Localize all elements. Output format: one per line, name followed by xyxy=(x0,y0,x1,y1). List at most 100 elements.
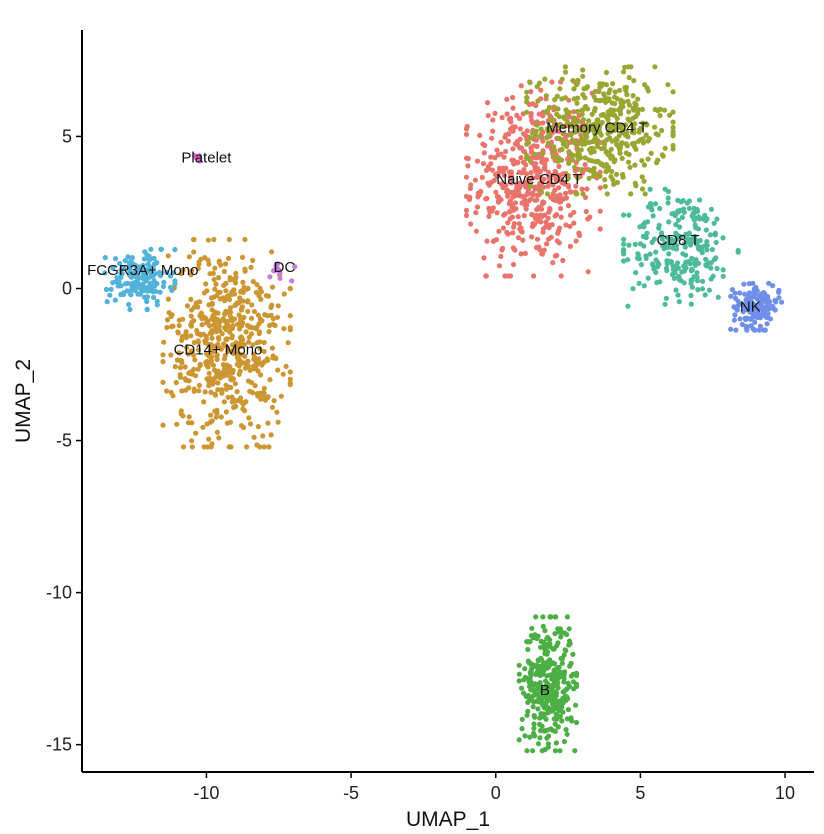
data-point xyxy=(554,716,560,722)
data-point xyxy=(597,124,603,130)
data-point xyxy=(760,290,767,296)
data-point xyxy=(231,287,237,293)
data-point xyxy=(212,326,218,332)
data-point xyxy=(113,256,119,262)
data-point xyxy=(243,329,249,335)
data-point xyxy=(766,280,772,286)
data-point xyxy=(554,111,560,117)
data-point xyxy=(513,206,519,212)
y-tick-label: -10 xyxy=(46,583,72,603)
data-point xyxy=(215,380,221,386)
data-point xyxy=(570,651,576,657)
data-point xyxy=(675,292,681,298)
data-point xyxy=(160,379,166,385)
data-point xyxy=(269,284,276,290)
data-point xyxy=(530,192,536,198)
data-point xyxy=(146,253,152,260)
data-point xyxy=(555,106,561,112)
data-point xyxy=(533,128,539,134)
data-point xyxy=(611,122,617,129)
data-point xyxy=(580,73,586,79)
data-point xyxy=(268,432,274,438)
data-point xyxy=(189,420,195,426)
data-point xyxy=(172,278,178,284)
data-point xyxy=(144,298,150,305)
data-point xyxy=(186,414,192,420)
data-point xyxy=(564,731,570,737)
data-point xyxy=(544,697,550,704)
x-tick-label: 5 xyxy=(635,783,645,803)
data-point xyxy=(253,366,259,372)
data-point xyxy=(644,230,650,236)
data-point xyxy=(764,321,770,327)
data-point xyxy=(270,316,276,322)
cluster-points xyxy=(192,153,203,164)
data-point xyxy=(712,230,719,236)
data-point xyxy=(693,257,699,263)
data-point xyxy=(527,734,533,740)
data-point xyxy=(249,302,255,308)
data-point xyxy=(218,262,224,268)
data-point xyxy=(522,193,528,199)
data-point xyxy=(530,682,536,688)
data-point xyxy=(572,129,578,135)
data-point xyxy=(673,222,679,228)
data-point xyxy=(230,398,237,404)
data-point xyxy=(574,108,580,115)
data-point xyxy=(463,212,470,219)
data-point xyxy=(265,394,271,400)
data-point xyxy=(530,143,537,149)
data-point xyxy=(676,235,682,241)
data-point xyxy=(656,225,662,231)
data-point xyxy=(567,223,573,229)
data-point xyxy=(240,406,246,412)
data-point xyxy=(244,444,250,450)
data-point xyxy=(573,719,580,726)
data-point xyxy=(532,632,538,638)
data-point xyxy=(753,312,759,318)
data-point xyxy=(247,367,253,373)
data-point xyxy=(160,352,166,358)
data-point xyxy=(243,399,249,405)
data-point xyxy=(207,323,213,329)
data-point xyxy=(183,387,189,393)
data-point xyxy=(534,669,540,675)
data-point xyxy=(273,355,279,362)
data-point xyxy=(245,358,251,364)
data-point xyxy=(467,185,473,191)
data-point xyxy=(472,177,478,183)
data-point xyxy=(565,707,572,713)
data-point xyxy=(509,190,515,196)
data-point xyxy=(575,175,581,181)
data-point xyxy=(638,262,645,268)
data-point xyxy=(219,390,225,396)
data-point xyxy=(515,189,522,195)
cluster-points xyxy=(102,246,178,313)
data-point xyxy=(644,122,650,128)
data-point xyxy=(666,112,673,118)
data-point xyxy=(209,335,215,341)
y-tick-label: 0 xyxy=(62,278,72,298)
data-point xyxy=(239,336,245,342)
data-point xyxy=(686,205,693,212)
data-point xyxy=(234,300,240,306)
data-point xyxy=(623,122,629,128)
data-point xyxy=(661,246,667,252)
data-point xyxy=(562,69,569,75)
data-point xyxy=(272,322,278,329)
data-point xyxy=(692,233,698,239)
data-point xyxy=(240,289,246,295)
data-point xyxy=(556,185,562,191)
data-point xyxy=(662,186,668,192)
data-point xyxy=(260,393,266,399)
data-point xyxy=(206,302,212,308)
data-point xyxy=(227,366,233,372)
data-point xyxy=(757,312,763,318)
data-point xyxy=(165,253,171,259)
data-point xyxy=(177,365,183,371)
data-point xyxy=(505,193,511,199)
data-point xyxy=(522,250,528,256)
data-point xyxy=(619,171,626,178)
data-point xyxy=(158,246,165,252)
data-point xyxy=(214,356,220,363)
